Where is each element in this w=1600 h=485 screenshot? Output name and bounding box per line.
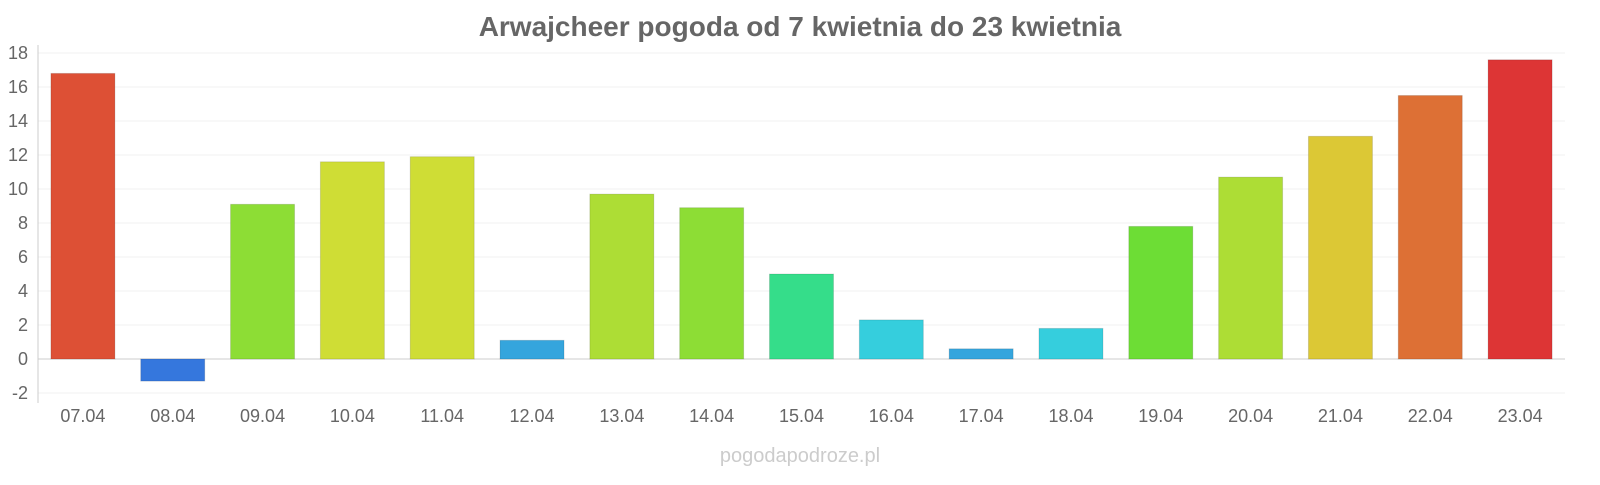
chart-title: Arwajcheer pogoda od 7 kwietnia do 23 kw… [479,11,1122,42]
y-tick-label: 6 [18,247,28,267]
y-tick-label: 0 [18,349,28,369]
x-tick-label: 08.04 [150,406,195,426]
bar [409,156,475,360]
bar [1218,176,1284,360]
bar [230,203,296,360]
bar [858,319,924,360]
bar [50,72,116,360]
y-tick-label: 18 [8,43,28,63]
x-tick-label: 10.04 [330,406,375,426]
x-tick-label: 11.04 [420,406,464,426]
x-tick-label: 20.04 [1228,406,1273,426]
y-tick-label: 8 [18,213,28,233]
x-tick-label: 18.04 [1048,406,1093,426]
x-tick-label: 15.04 [779,406,824,426]
bar [1397,95,1463,360]
y-tick-label: 2 [18,315,28,335]
bar [769,273,834,360]
watermark: pogodapodroze.pl [720,445,880,467]
bar [1307,135,1373,360]
y-tick-label: 14 [8,111,28,131]
x-tick-label: 14.04 [689,406,734,426]
y-tick-label: 4 [18,281,28,301]
x-tick-label: 13.04 [599,406,644,426]
bar [499,339,565,360]
bar [319,161,385,360]
bar [1128,225,1194,360]
x-tick-label: 09.04 [240,406,285,426]
x-tick-label: 17.04 [959,406,1004,426]
x-tick-label: 19.04 [1138,406,1183,426]
x-tick-label: 22.04 [1408,406,1453,426]
bar [948,348,1014,360]
bar [589,193,655,360]
x-tick-label: 16.04 [869,406,914,426]
y-tick-label: -2 [12,383,28,403]
bar [140,358,206,382]
bar [1038,327,1104,360]
x-tick-label: 12.04 [510,406,555,426]
bar [1487,59,1553,360]
x-tick-label: 21.04 [1318,406,1363,426]
y-tick-label: 10 [8,179,28,199]
y-tick-label: 16 [8,77,28,97]
bar [679,207,745,360]
x-tick-label: 07.04 [60,406,105,426]
y-tick-label: 12 [8,145,28,165]
x-tick-label: 23.04 [1498,406,1543,426]
